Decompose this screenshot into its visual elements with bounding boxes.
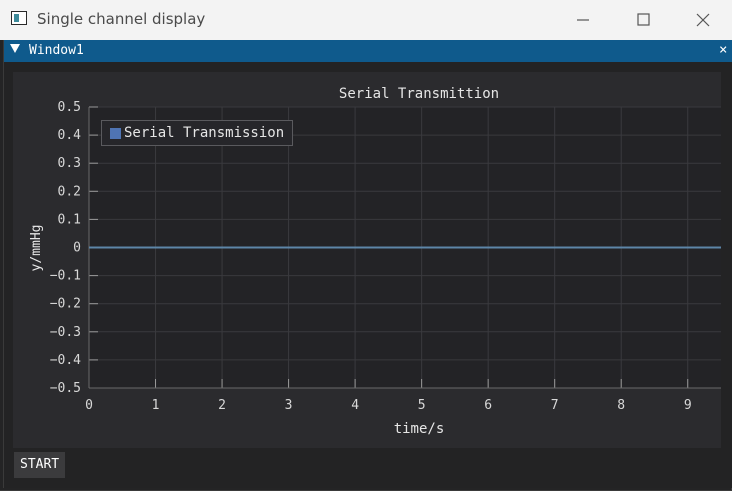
maximize-icon bbox=[637, 13, 650, 26]
y-tick-label: 0.1 bbox=[58, 212, 81, 227]
y-tick-label: −0.1 bbox=[50, 269, 81, 284]
chart-title: Serial Transmittion bbox=[339, 86, 499, 102]
axes bbox=[88, 106, 721, 389]
x-tick-label: 1 bbox=[152, 398, 160, 413]
y-tick-label: 0.3 bbox=[58, 156, 81, 171]
start-button[interactable]: START bbox=[14, 452, 66, 478]
y-tick-label: −0.5 bbox=[50, 381, 81, 396]
x-tick-label: 7 bbox=[551, 398, 559, 413]
collapse-arrow-icon[interactable] bbox=[10, 44, 20, 53]
y-tick-label: −0.4 bbox=[50, 353, 81, 368]
legend-label: Serial Transmission bbox=[124, 125, 285, 141]
legend[interactable]: Serial Transmission bbox=[101, 120, 293, 146]
minimize-button[interactable] bbox=[560, 0, 606, 40]
legend-swatch bbox=[110, 128, 121, 139]
x-tick-label: 4 bbox=[351, 398, 359, 413]
x-tick-label: 6 bbox=[484, 398, 492, 413]
x-tick-label: 2 bbox=[218, 398, 226, 413]
minimize-icon bbox=[577, 19, 589, 21]
plot-area[interactable]: 0.5 0.4 0.3 0.2 0.1 0 −0.1 −0.2 −0.3 −0.4 −0.5 0 1 2… bbox=[13, 72, 721, 448]
y-axis-label: y/mmHg bbox=[29, 225, 44, 272]
y-tick-label: 0.2 bbox=[58, 184, 81, 199]
y-tick-labels: 0.5 0.4 0.3 0.2 0.1 0 −0.1 −0.2 −0.3 −0.4 −0.5 bbox=[50, 100, 81, 396]
y-tick-label: −0.3 bbox=[50, 325, 81, 340]
imgui-window-title: Window1 bbox=[29, 43, 84, 58]
imgui-close-button[interactable]: × bbox=[719, 42, 728, 58]
imgui-window: Window1 × 0.5 0.4 0.3 0.2 0.1 0 −0.1 −0.2 −0.3 −0… bbox=[3, 40, 732, 488]
os-title-bar[interactable]: Single channel display bbox=[0, 0, 732, 40]
window-title: Single channel display bbox=[37, 10, 206, 28]
x-tick-label: 9 bbox=[684, 398, 692, 413]
x-tick-label: 8 bbox=[617, 398, 625, 413]
y-tick-label: −0.2 bbox=[50, 297, 81, 312]
y-tick-label: 0 bbox=[73, 241, 81, 256]
x-axis-label: time/s bbox=[394, 421, 445, 437]
y-tick-label: 0.4 bbox=[58, 128, 82, 143]
x-tick-label: 0 bbox=[85, 398, 93, 413]
close-icon bbox=[696, 13, 710, 27]
x-tick-label: 5 bbox=[418, 398, 426, 413]
line-chart: 0.5 0.4 0.3 0.2 0.1 0 −0.1 −0.2 −0.3 −0.4 −0.5 0 1 2… bbox=[29, 86, 721, 437]
y-tick-label: 0.5 bbox=[58, 100, 81, 115]
x-tick-labels: 0 1 2 3 4 5 6 7 8 9 bbox=[85, 398, 692, 413]
close-button[interactable] bbox=[679, 0, 725, 40]
app-icon bbox=[11, 11, 27, 25]
x-tick-label: 3 bbox=[285, 398, 293, 413]
maximize-button[interactable] bbox=[620, 0, 666, 40]
imgui-title-bar[interactable]: Window1 × bbox=[4, 40, 732, 62]
